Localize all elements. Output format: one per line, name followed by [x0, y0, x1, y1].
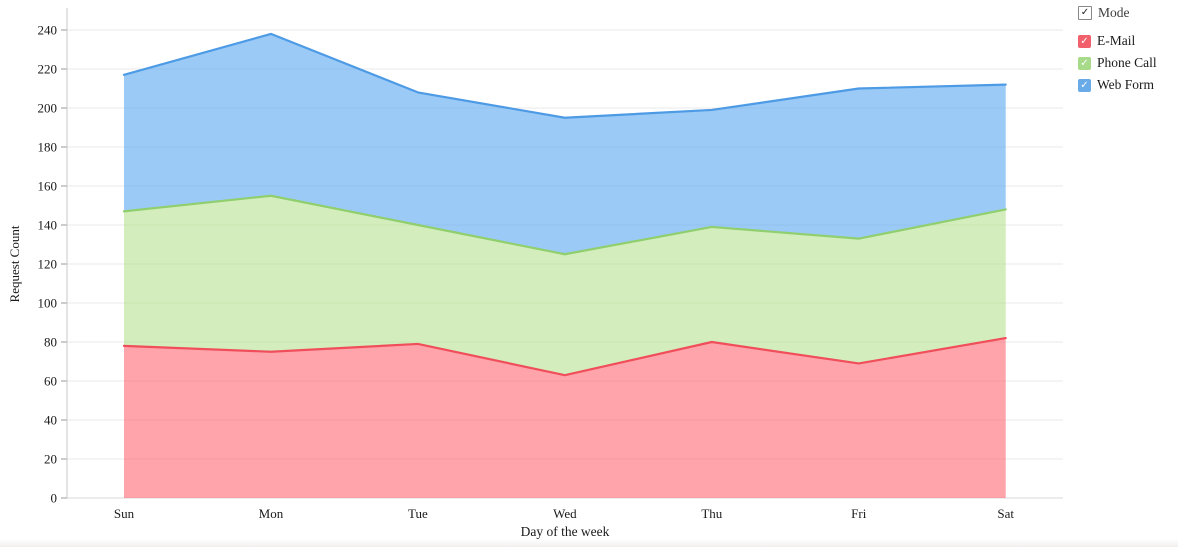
y-tick-label: 40 [44, 413, 57, 428]
y-tick-label: 0 [51, 491, 58, 506]
chart-legend: ✓ Mode ✓ E-Mail ✓ Phone Call ✓ Web Form [1078, 5, 1157, 99]
area-line-web-form [122, 32, 1007, 119]
y-tick-label: 200 [38, 101, 58, 116]
legend-item-e-mail[interactable]: ✓ E-Mail [1078, 33, 1157, 49]
y-tick-label: 220 [38, 62, 58, 77]
area-line-phone-call [122, 194, 1007, 256]
legend-item-phone-call[interactable]: ✓ Phone Call [1078, 55, 1157, 71]
y-tick-label: 240 [38, 23, 58, 38]
x-tick-label: Mon [259, 506, 284, 521]
area-phone-call[interactable] [124, 195, 1006, 376]
y-tick-label: 180 [38, 140, 58, 155]
y-tick-label: 100 [38, 296, 58, 311]
x-tick-label: Thu [701, 506, 722, 521]
legend-item-e-mail-label: E-Mail [1097, 33, 1136, 48]
legend-item-web-form-checkbox-icon[interactable]: ✓ [1078, 78, 1091, 92]
y-tick-label: 160 [38, 179, 58, 194]
legend-title-mode-checkbox-icon[interactable]: ✓ [1078, 6, 1092, 20]
area-e-mail[interactable] [124, 338, 1006, 498]
y-axis-title: Request Count [7, 225, 22, 302]
x-axis-title: Day of the week [521, 524, 610, 539]
y-tick-label: 20 [44, 452, 57, 467]
x-tick-label: Fri [851, 506, 867, 521]
y-tick-label: 140 [38, 218, 58, 233]
area-web-form[interactable] [124, 33, 1006, 255]
x-tick-label: Sun [114, 506, 135, 521]
legend-item-phone-call-checkbox-icon[interactable]: ✓ [1078, 56, 1091, 70]
legend-title-mode-label: Mode [1098, 5, 1130, 20]
y-tick-label: 80 [44, 335, 57, 350]
legend-item-phone-call-label: Phone Call [1097, 55, 1157, 70]
legend-item-web-form-label: Web Form [1097, 77, 1155, 92]
x-tick-label: Wed [553, 506, 577, 521]
legend-item-e-mail-checkbox-icon[interactable]: ✓ [1078, 34, 1091, 48]
y-tick-label: 60 [44, 374, 57, 389]
page-bottom-edge [0, 539, 1178, 547]
x-tick-label: Tue [408, 506, 428, 521]
legend-item-web-form[interactable]: ✓ Web Form [1078, 77, 1157, 93]
area-line-e-mail [122, 337, 1007, 377]
x-tick-label: Sat [997, 506, 1014, 521]
y-tick-label: 120 [38, 257, 58, 272]
legend-title-mode[interactable]: ✓ Mode [1078, 5, 1157, 21]
